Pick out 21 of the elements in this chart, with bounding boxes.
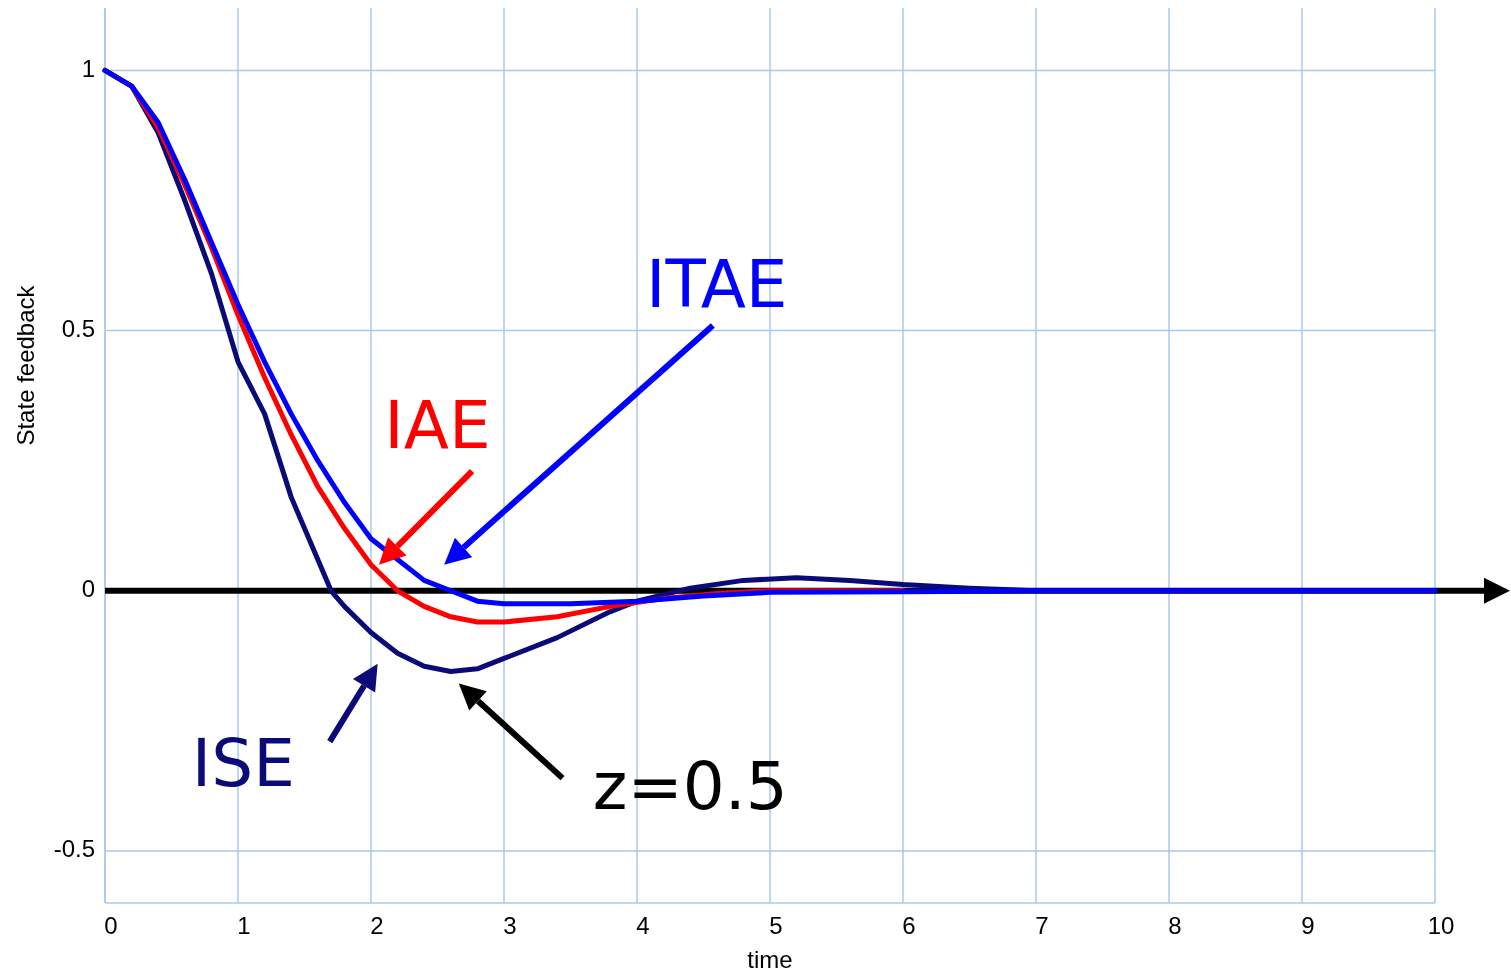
- x-tick-label: 3: [503, 912, 517, 940]
- text: ITAE: [646, 246, 788, 324]
- x-axis-title: time: [747, 946, 793, 974]
- annotation: z=0.5: [592, 748, 788, 826]
- x-tick-label: 0: [104, 912, 118, 940]
- y-tick-label: 0.5: [61, 314, 95, 342]
- y-tick-label: 0: [81, 575, 95, 603]
- legend-label: ISE: [191, 724, 295, 802]
- series-label: IAE: [384, 386, 491, 464]
- x-tick-label: 7: [1035, 912, 1049, 940]
- x-tick-label: 10: [1427, 912, 1455, 940]
- x-tick-label: 1: [237, 912, 251, 940]
- x-tick-label: 4: [636, 912, 650, 940]
- x-tick-label: 6: [902, 912, 916, 940]
- y-tick-label: -0.5: [53, 835, 95, 863]
- x-tick-label: 9: [1301, 912, 1315, 940]
- y-tick-label: 1: [81, 54, 95, 82]
- x-tick-label: 5: [769, 912, 783, 940]
- x-tick-label: 2: [370, 912, 384, 940]
- x-tick-label: 8: [1168, 912, 1182, 940]
- y-axis-title: State feedback: [12, 284, 40, 446]
